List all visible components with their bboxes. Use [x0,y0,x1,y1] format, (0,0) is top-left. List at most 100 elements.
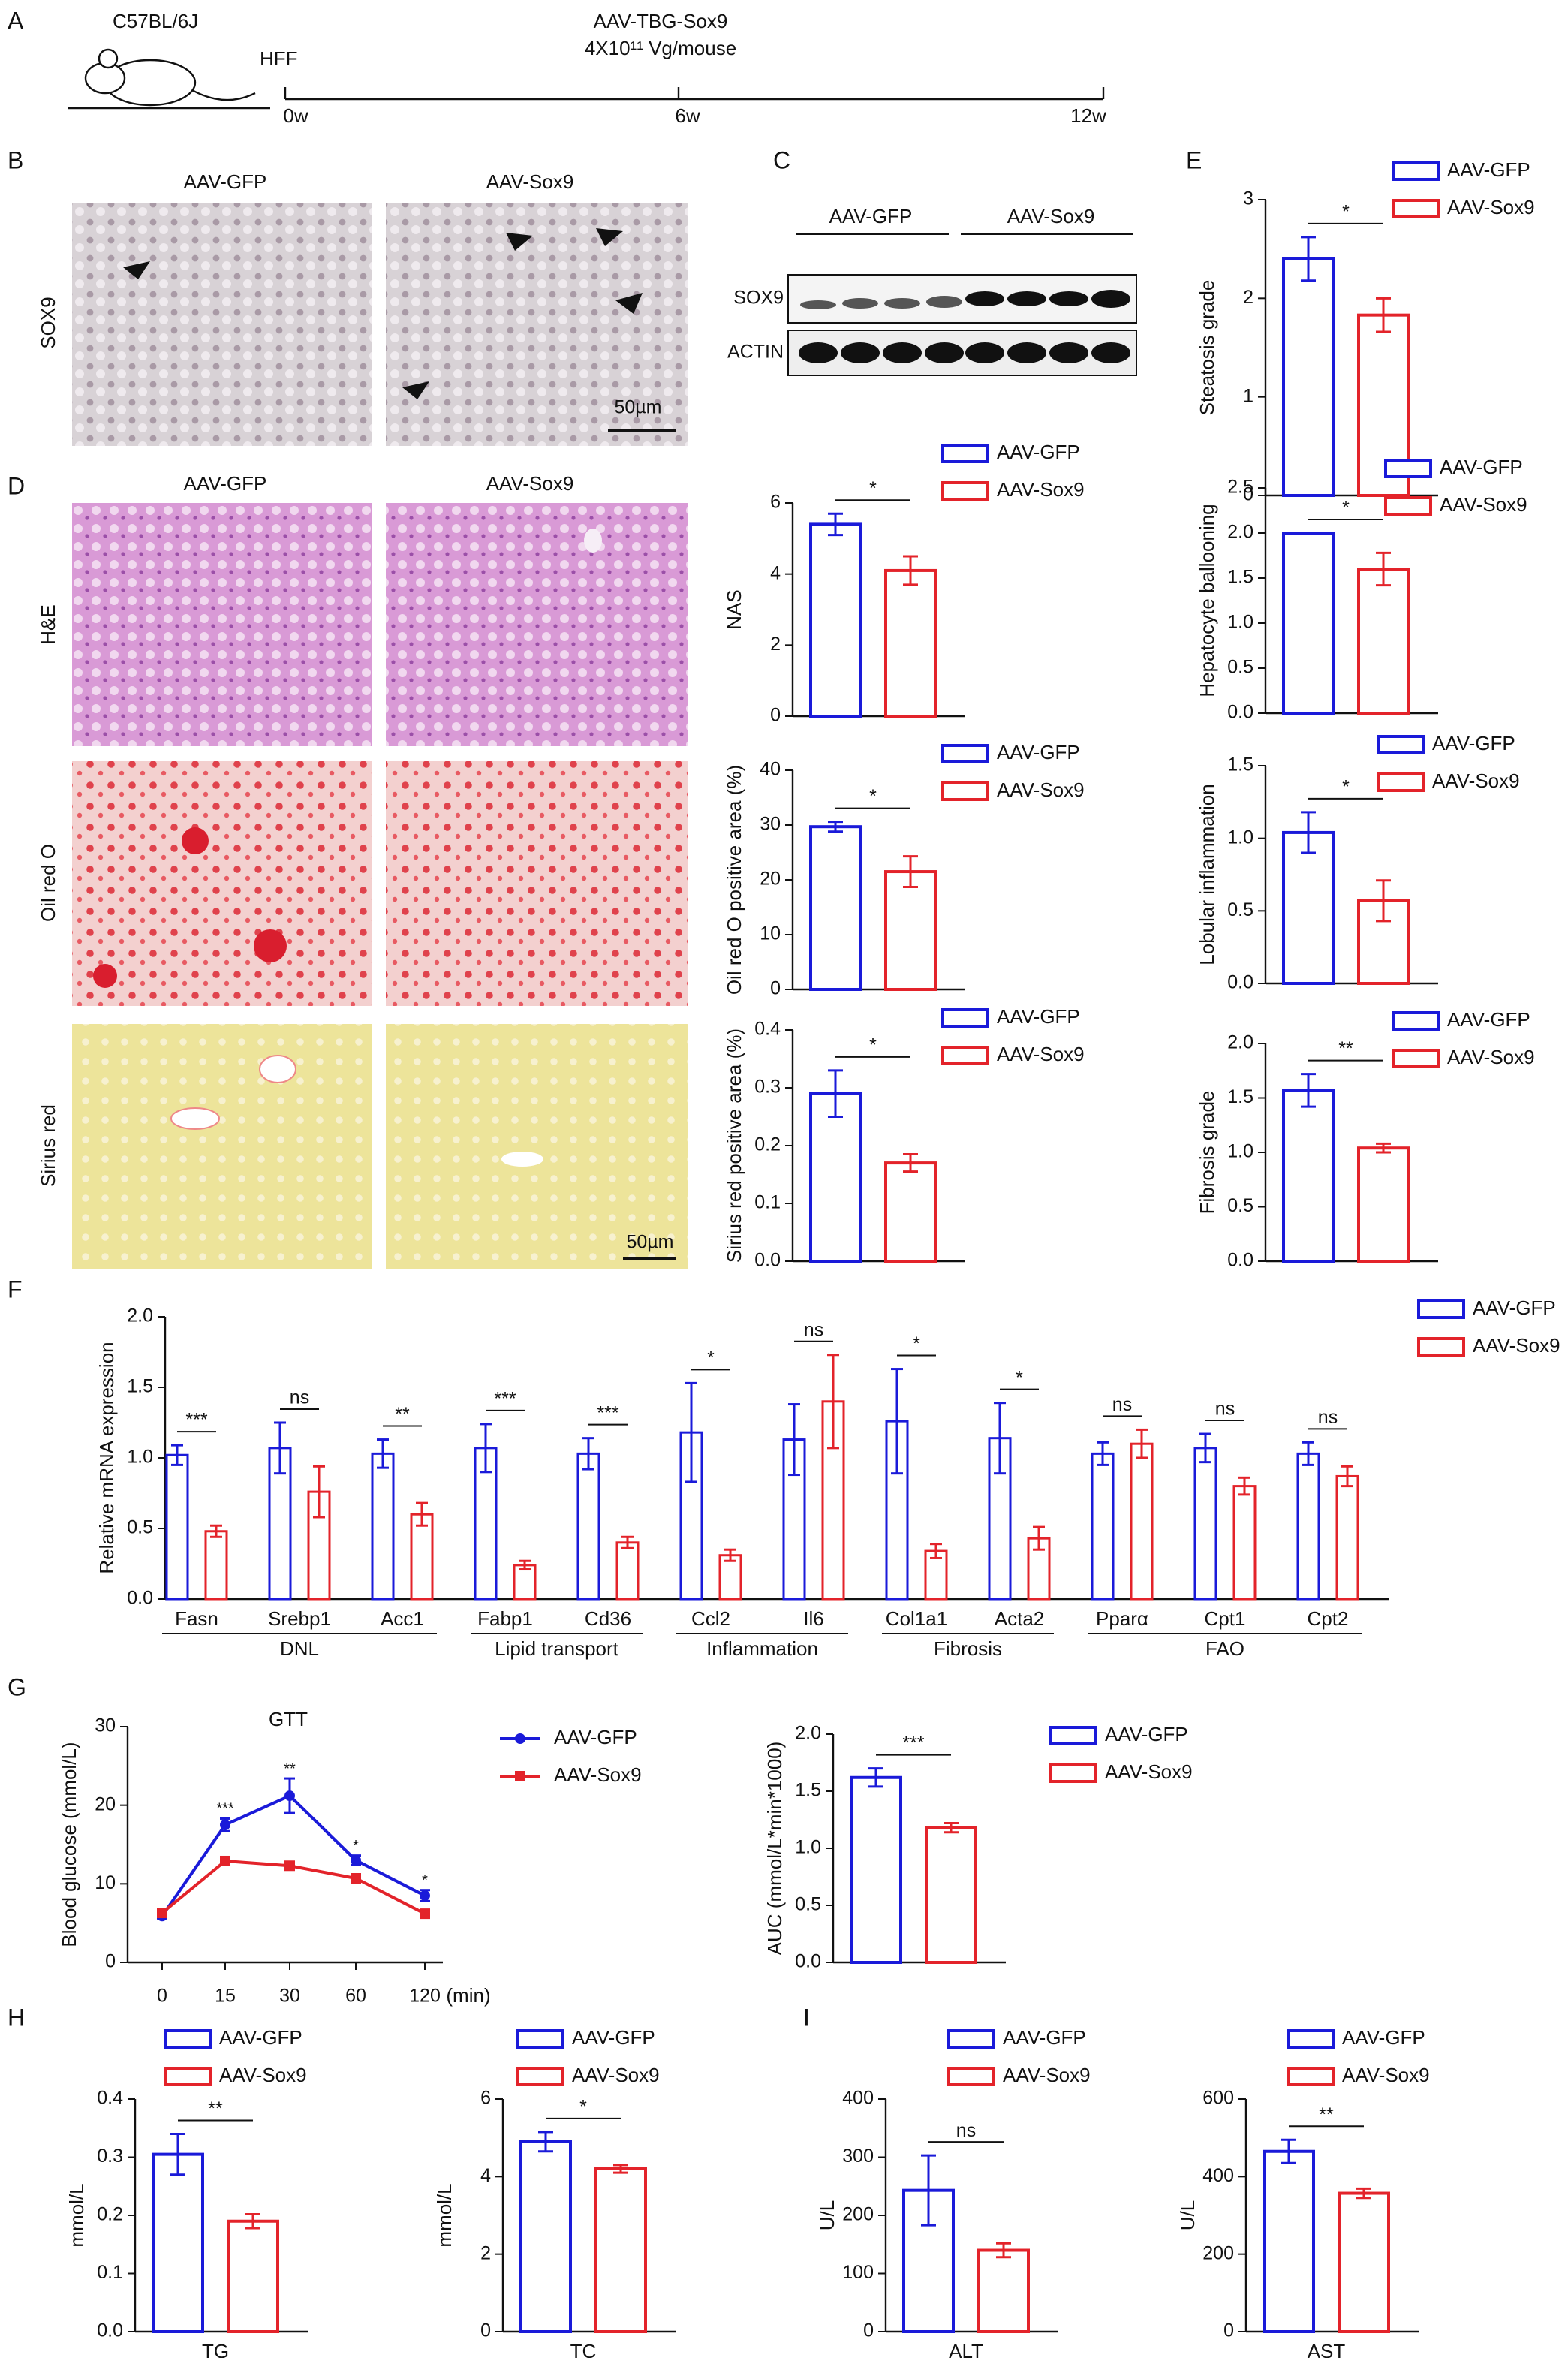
bar [1263,2149,1315,2333]
blot [787,274,1137,376]
y-axis-label: Sirius red positive area (%) [723,1028,745,1263]
legend-swatch [947,2067,995,2086]
y-tick-label: 2.0 [1227,522,1253,543]
legend-swatch [1049,1763,1097,1783]
legend-swatch [947,2029,995,2049]
y-tick-label: 1.5 [1227,1086,1253,1107]
column-label: AAV-GFP [829,205,913,227]
y-axis-label: U/L [1176,2200,1199,2230]
y-tick-label: 0 [770,978,781,999]
legend-marker [515,1733,525,1744]
y-tick-label: 1.0 [795,1837,821,1858]
significance-label: *** [216,1801,234,1817]
time-label: 6w [675,104,700,127]
legend-label: AAV-GFP [554,1726,637,1748]
y-tick-label: 0.3 [754,1077,781,1098]
bar [519,2140,572,2333]
y-tick-label: 4 [480,2165,491,2186]
x-tick-label: AST [1308,2340,1346,2358]
legend-swatch [1287,2029,1335,2049]
legend-swatch [1377,735,1425,754]
y-tick-label: 2 [1243,287,1253,308]
bar [1282,257,1335,497]
legend-label: AAV-Sox9 [1447,196,1535,218]
y-tick-label: 4 [770,562,781,583]
significance-label: * [869,786,877,807]
legend-label: AAV-Sox9 [1447,1046,1535,1068]
y-tick-label: 6 [770,492,781,513]
y-tick-label: 30 [760,814,781,835]
y-tick-label: 1.0 [1227,827,1253,848]
marker [420,1890,430,1902]
group-label: Lipid transport [495,1637,619,1660]
bar [1130,1442,1154,1601]
y-tick-label: 1.5 [1227,754,1253,775]
x-tick-label: Pparα [1096,1607,1148,1630]
y-axis-label: Relative mRNA expression [95,1342,118,1574]
x-tick-label: Cpt2 [1308,1607,1349,1630]
y-tick-label: 0.0 [127,1588,153,1609]
y-tick-label: 20 [760,869,781,890]
y-axis-label: AUC (mmol/L*min*1000) [763,1742,786,1956]
significance-label: * [707,1348,715,1369]
legend-label: AAV-Sox9 [1342,2064,1430,2086]
significance-label: * [1342,202,1350,223]
y-tick-label: 2 [770,634,781,655]
legend-swatch [1392,199,1440,218]
tissue-features [93,529,602,1167]
row-label: H&E [37,604,59,644]
time-label: 12w [1070,104,1106,127]
significance-label: ns [290,1387,309,1408]
strain-label: C57BL/6J [113,10,198,32]
y-tick-label: 0.2 [754,1134,781,1155]
legend-label: AAV-GFP [572,2026,655,2049]
marker [351,1873,361,1884]
y-tick-label: 300 [842,2146,874,2167]
y-tick-label: 0.0 [1227,972,1253,993]
panel-letter: G [8,1673,26,1700]
y-tick-label: 0.5 [127,1517,153,1538]
legend-swatch [941,781,989,801]
legend-label: AAV-GFP [1440,456,1523,478]
y-tick-label: 200 [842,2204,874,2225]
legend-swatch [1392,1049,1440,1068]
bar [1357,1146,1410,1263]
chart-title: GTT [269,1708,308,1730]
y-tick-label: 40 [760,759,781,780]
y-axis-label: Steatosis grade [1196,280,1218,416]
legend-label: AAV-GFP [997,441,1080,463]
significance-label: *** [902,1733,924,1754]
legend-swatch [1377,772,1425,792]
blot-label: SOX9 [733,288,784,309]
bar [1338,2191,1390,2334]
micrograph [386,1024,688,1269]
y-tick-label: 1 [1243,385,1253,406]
x-tick-label: TG [202,2340,229,2358]
row-label: Oil red O [37,844,59,922]
micrograph [72,203,372,446]
significance-label: *** [185,1410,207,1431]
bar [1357,568,1410,715]
column-label: AAV-GFP [184,170,267,193]
bar [1193,1447,1217,1601]
legend-swatch [1417,1337,1465,1357]
y-tick-label: 1.5 [127,1376,153,1397]
bar [977,2248,1030,2333]
x-tick-label: Ccl2 [691,1607,730,1630]
group-label: DNL [280,1637,319,1660]
y-tick-label: 6 [480,2088,491,2109]
group-label: FAO [1205,1637,1244,1660]
legend-label: AAV-GFP [219,2026,302,2049]
bar [204,1530,228,1601]
significance-label: ns [1215,1399,1235,1420]
x-tick-label: Srebp1 [268,1607,331,1630]
significance-label: ns [956,2120,976,2141]
legend-swatch [1287,2067,1335,2086]
panel-letter: F [8,1275,23,1302]
x-tick-label: 30 [279,1986,300,2007]
bar [594,2167,647,2333]
y-tick-label: 0 [1243,484,1253,505]
significance-label: * [422,1872,428,1889]
x-tick-label: Acc1 [381,1607,424,1630]
scale-bar-label: 50µm [626,1232,673,1253]
